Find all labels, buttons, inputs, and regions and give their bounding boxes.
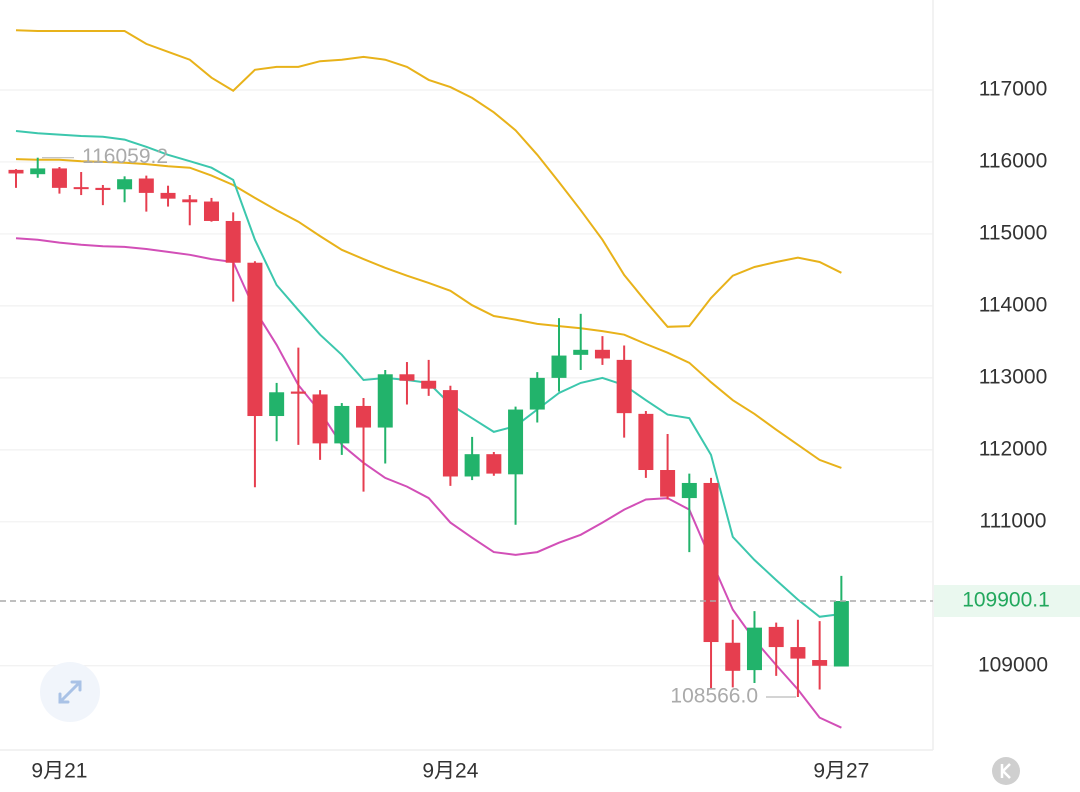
y-tick-label: 112000 xyxy=(979,437,1048,460)
indicator-line xyxy=(15,158,842,469)
k-bg xyxy=(992,757,1020,785)
k-button[interactable] xyxy=(992,757,1020,785)
candle-body xyxy=(203,201,219,221)
candle-body xyxy=(551,355,567,378)
candle-body xyxy=(833,601,849,667)
x-tick-label: 9月24 xyxy=(422,760,478,783)
last-price-bg xyxy=(934,585,1080,618)
candle-body xyxy=(464,454,480,477)
candle-body xyxy=(486,454,502,474)
candle-body xyxy=(421,380,437,389)
candle-body xyxy=(399,374,415,381)
candle-body xyxy=(51,168,67,188)
indicator-line xyxy=(15,29,842,328)
x-tick-label: 9月21 xyxy=(31,760,87,783)
candle-body xyxy=(334,405,350,444)
candle-body xyxy=(594,349,610,359)
candle-body xyxy=(790,647,806,659)
candle-body xyxy=(356,405,372,428)
y-tick-label: 117000 xyxy=(979,78,1048,101)
candle-body xyxy=(117,179,133,190)
x-tick-label: 9月27 xyxy=(813,760,869,783)
candle-body xyxy=(812,660,828,666)
y-tick-label: 111000 xyxy=(980,509,1047,532)
candle-body xyxy=(73,187,89,190)
candle-body xyxy=(225,220,241,263)
candle-body xyxy=(30,168,46,175)
candle-body xyxy=(703,482,719,643)
expand-icon xyxy=(58,680,82,704)
candle-body xyxy=(269,392,285,417)
high-label: 116059.2 xyxy=(82,145,168,168)
candle-body xyxy=(529,377,545,410)
candle-body xyxy=(681,482,697,499)
candle-body xyxy=(508,409,524,475)
low-label: 108566.0 xyxy=(670,685,758,708)
candle-body xyxy=(290,391,306,394)
y-tick-label: 114000 xyxy=(979,293,1048,316)
expand-button[interactable] xyxy=(40,662,100,722)
candle-body xyxy=(377,374,393,428)
candle-body xyxy=(95,187,111,191)
y-tick-label: 116000 xyxy=(979,149,1048,172)
candle-body xyxy=(160,192,176,199)
candle-body xyxy=(138,178,154,193)
candle-body xyxy=(573,349,589,355)
candle-body xyxy=(638,413,654,471)
candle-body xyxy=(247,262,263,417)
candle-body xyxy=(746,627,762,671)
k-icon xyxy=(1000,763,1011,779)
y-tick-label: 113000 xyxy=(979,365,1048,388)
y-tick-label: 115000 xyxy=(979,221,1048,244)
candle-body xyxy=(8,169,24,174)
candle-body xyxy=(768,626,784,648)
candle-body xyxy=(442,390,458,477)
candle-body xyxy=(312,394,328,444)
y-tick-label: 109000 xyxy=(978,653,1048,676)
candle-body xyxy=(660,470,676,497)
last-price-label: 109900.1 xyxy=(962,589,1050,612)
candle-body xyxy=(725,642,741,671)
candle-body xyxy=(182,199,198,203)
candle-body xyxy=(616,359,632,414)
